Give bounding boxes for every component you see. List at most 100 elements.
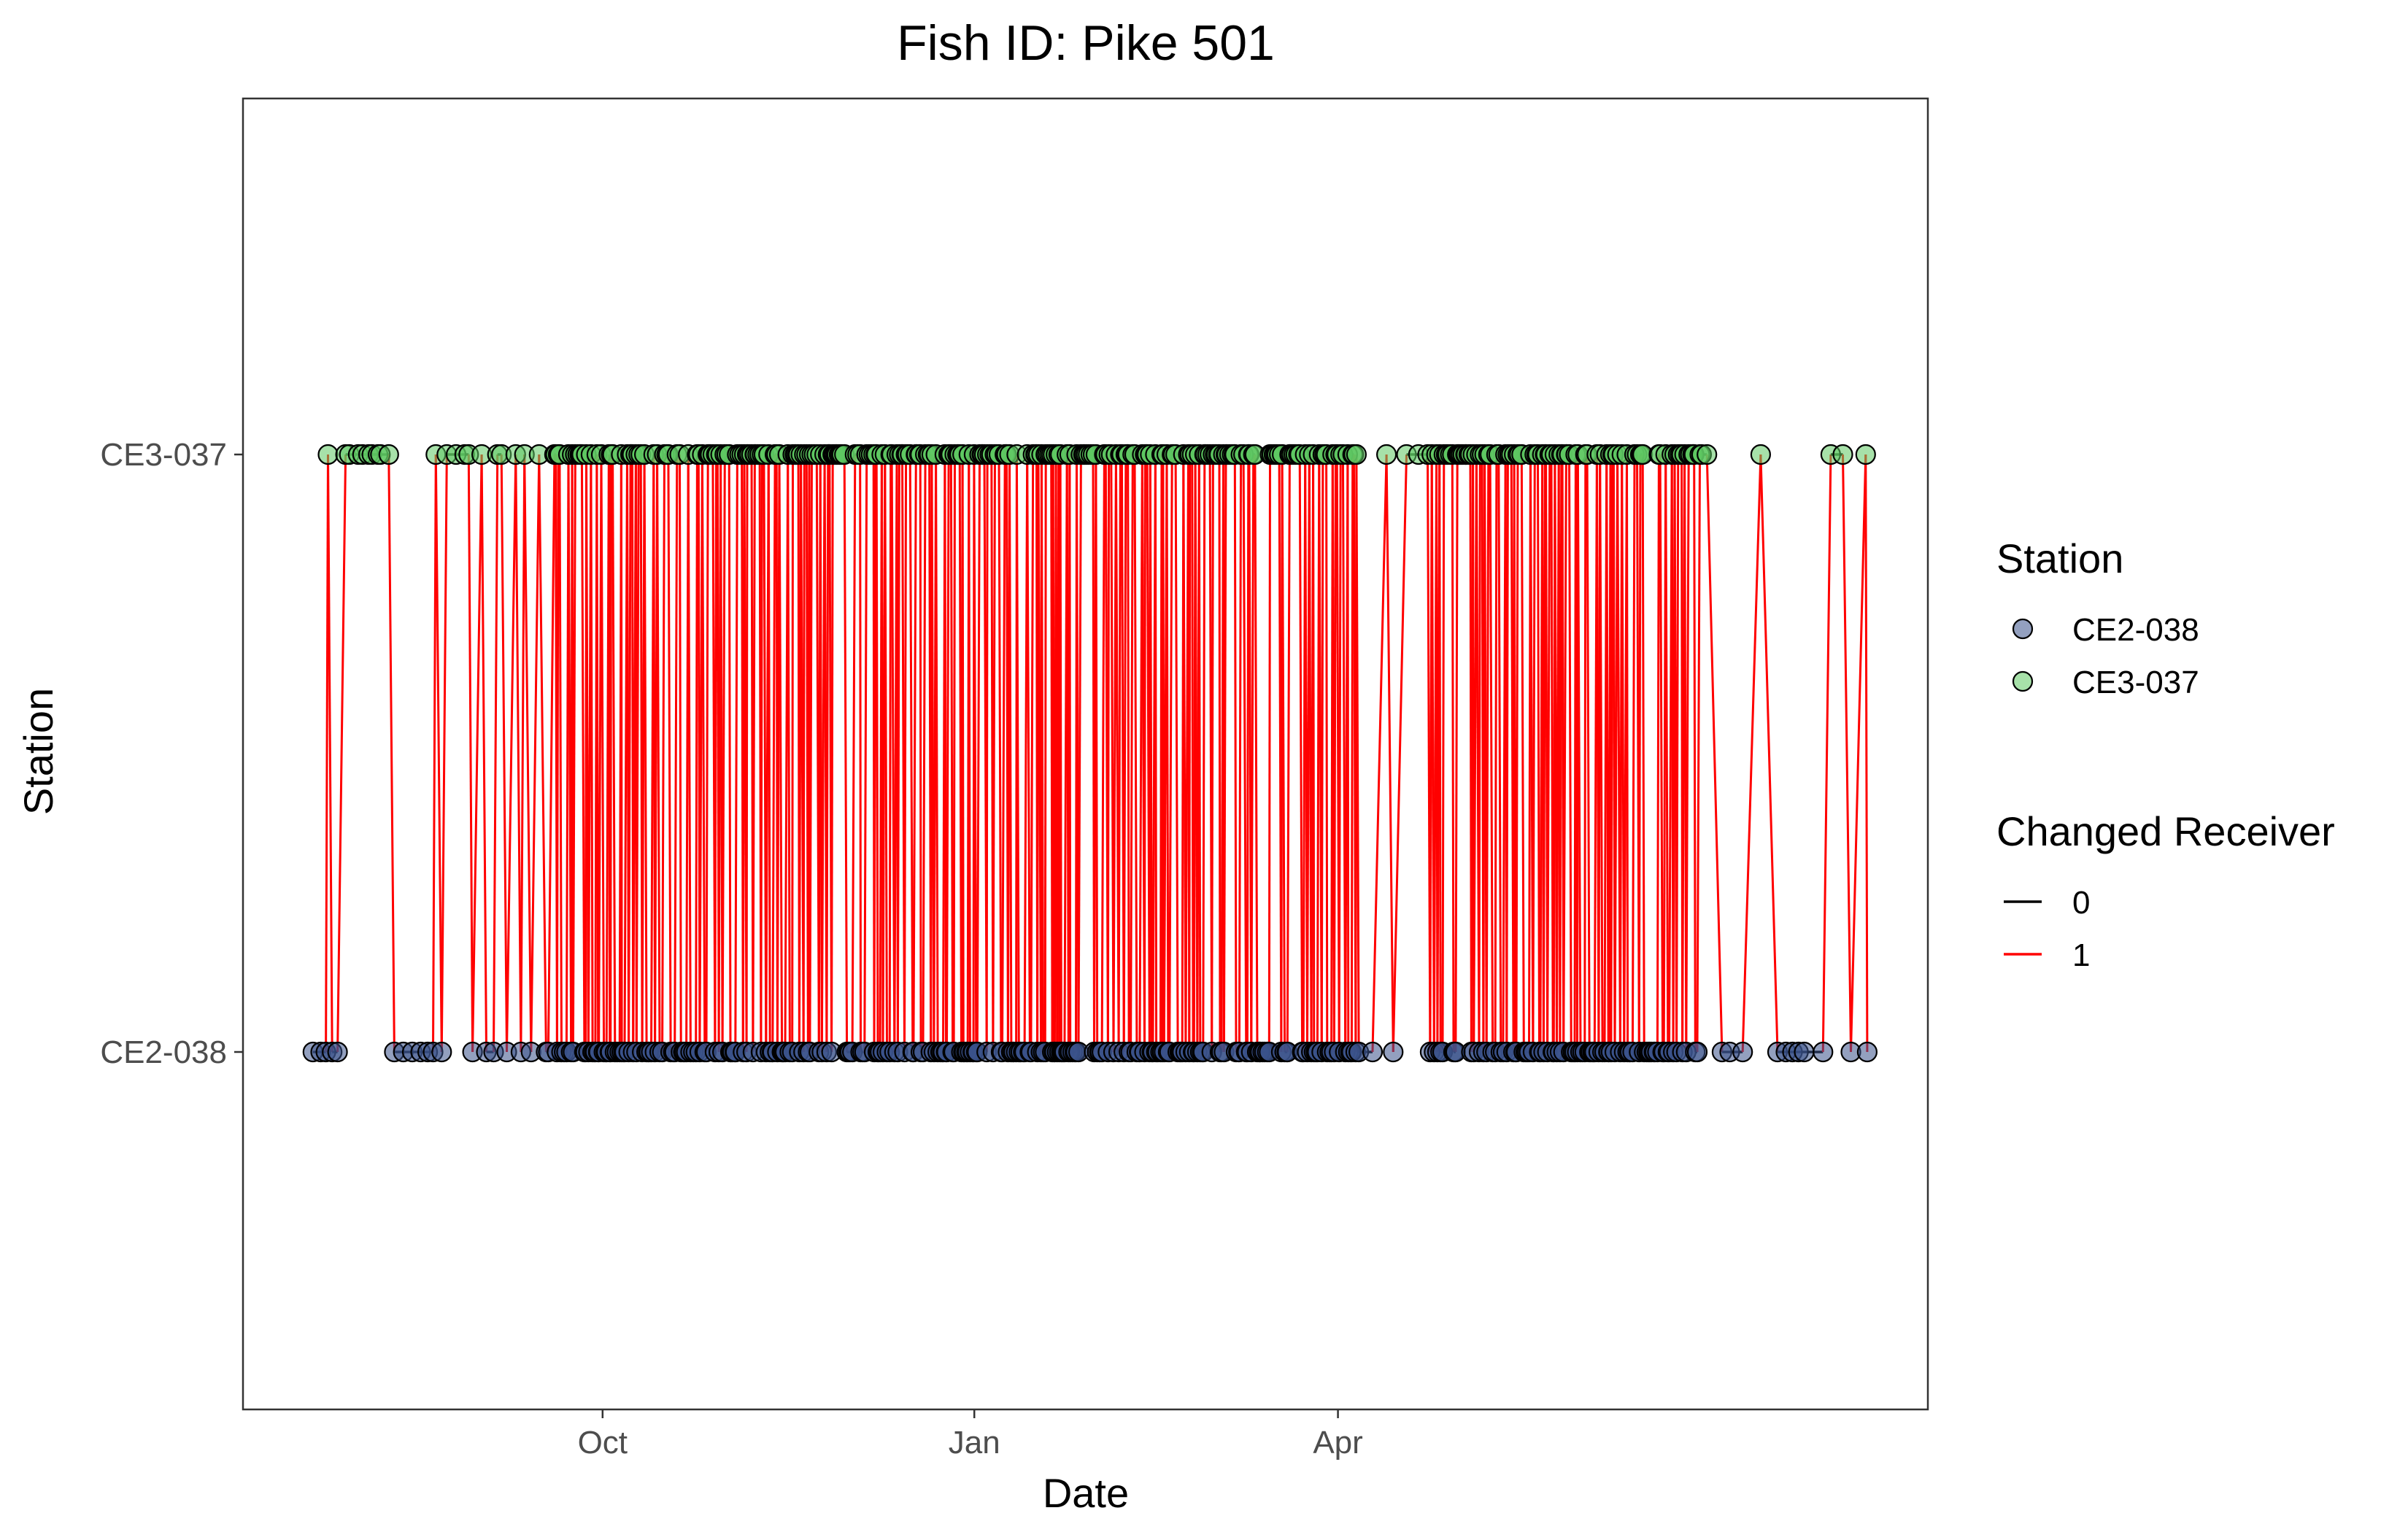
segment-changed-1: [949, 454, 954, 1053]
point-ce2-038: [1383, 1041, 1404, 1063]
segment-changed-1: [1117, 454, 1122, 1053]
segment-changed-1: [1610, 454, 1614, 1053]
segment-changed-1: [1489, 454, 1494, 1053]
point-ce2-038: [1813, 1041, 1834, 1063]
segment-changed-1: [530, 454, 541, 1053]
segment-changed-1: [1238, 454, 1243, 1053]
segment-changed-1: [558, 454, 563, 1053]
segment-changed-1: [1631, 454, 1636, 1053]
segment-changed-1: [825, 454, 830, 1053]
segment-changed-1: [571, 454, 576, 1053]
segment-changed-1: [674, 454, 679, 1053]
segment-changed-1: [1532, 454, 1536, 1053]
segment-changed-1: [1122, 454, 1127, 1053]
segment-changed-1: [514, 454, 522, 1053]
point-ce2-038: [431, 1041, 452, 1063]
segment-changed-1: [896, 454, 900, 1053]
legend-label: CE3-037: [2072, 665, 2199, 700]
segment-changed-1: [1605, 454, 1610, 1053]
legend-label: 0: [2072, 885, 2090, 921]
segment-changed-1: [595, 454, 600, 1053]
segment-changed-1: [778, 454, 784, 1053]
segment-changed-1: [1286, 454, 1291, 1053]
segment-changed-1: [1494, 454, 1498, 1053]
point-ce2-038: [1732, 1041, 1753, 1063]
segment-changed-1: [1026, 454, 1031, 1053]
segment-changed-1: [714, 454, 718, 1053]
segment-changed-1: [1149, 454, 1154, 1053]
point-ce3-037: [317, 444, 339, 465]
segment-changed-1: [1821, 454, 1832, 1053]
segment-changed-1: [555, 454, 560, 1053]
segment-changed-1: [1059, 454, 1062, 1053]
segment-changed-1: [580, 454, 586, 1053]
segment-changed-1: [1505, 454, 1509, 1053]
segment-changed-1: [922, 454, 927, 1053]
segment-changed-1: [1165, 454, 1170, 1053]
segment-changed-1: [946, 454, 950, 1053]
segment-changed-1: [1077, 454, 1082, 1053]
segment-changed-1: [961, 454, 965, 1053]
segment-changed-1: [1095, 454, 1099, 1053]
segment-changed-1: [1583, 454, 1587, 1053]
segment-changed-1: [1520, 454, 1525, 1053]
segment-changed-1: [875, 454, 879, 1053]
segment-changed-1: [440, 454, 448, 1053]
segment-changed-1: [520, 454, 526, 1053]
segment-changed-1: [523, 454, 533, 1053]
y-axis: CE2-038 CE3-037: [100, 437, 243, 1070]
segment-changed-1: [467, 454, 474, 1053]
segment-changed-1: [888, 454, 892, 1053]
segment-changed-1: [1513, 454, 1517, 1053]
segment-changed-1: [611, 454, 617, 1053]
segment-changed-1: [1197, 454, 1202, 1053]
segment-changed-1: [1438, 454, 1442, 1053]
segment-changed-1: [1842, 454, 1852, 1053]
segment-changed-1: [1664, 454, 1670, 1053]
point-ce3-037: [378, 444, 399, 465]
segment-changed-1: [480, 454, 487, 1053]
detection-segments: [312, 453, 1869, 1053]
segment-changed-1: [500, 454, 508, 1053]
segment-changed-1: [745, 454, 749, 1053]
segment-changed-1: [1174, 454, 1179, 1053]
segment-changed-1: [1626, 454, 1629, 1053]
point-ce3-037: [1832, 444, 1853, 465]
segment-changed-1: [1659, 454, 1664, 1053]
segment-changed-1: [1441, 454, 1446, 1053]
segment-changed-1: [1218, 454, 1222, 1053]
segment-changed-1: [1133, 454, 1138, 1053]
segment-changed-1: [547, 454, 556, 1053]
segment-changed-1: [1562, 454, 1567, 1053]
point-ce3-037: [1375, 444, 1397, 465]
segment-changed-1: [434, 454, 443, 1053]
segment-changed-1: [679, 454, 682, 1053]
segment-changed-1: [1637, 454, 1642, 1053]
segment-changed-1: [1693, 454, 1697, 1053]
segment-changed-1: [992, 454, 996, 1053]
segment-changed-1: [1222, 454, 1227, 1053]
segment-changed-1: [859, 454, 862, 1053]
point-ce3-037: [1855, 444, 1876, 465]
legend-label: 1: [2072, 937, 2090, 973]
segment-changed-1: [387, 454, 395, 1053]
segment-changed-1: [1312, 454, 1316, 1053]
segment-changed-1: [336, 454, 347, 1053]
segment-changed-1: [1478, 454, 1481, 1053]
segment-changed-1: [656, 454, 661, 1053]
segment-changed-1: [1202, 454, 1206, 1053]
segment-changed-1: [506, 454, 517, 1053]
segment-changed-1: [1246, 454, 1250, 1053]
x-tick-label: Apr: [1313, 1425, 1362, 1461]
segment-changed-1: [1168, 454, 1173, 1053]
detection-points: [302, 444, 1878, 1063]
segment-changed-1: [1043, 454, 1047, 1053]
segment-changed-1: [1298, 454, 1304, 1053]
segment-changed-1: [1385, 454, 1394, 1053]
segment-changed-1: [471, 454, 483, 1053]
segment-changed-1: [628, 454, 632, 1053]
y-tick-label: CE3-037: [100, 437, 227, 473]
segment-changed-1: [432, 454, 437, 1053]
segment-changed-1: [1281, 454, 1286, 1053]
segment-changed-1: [1451, 454, 1455, 1053]
